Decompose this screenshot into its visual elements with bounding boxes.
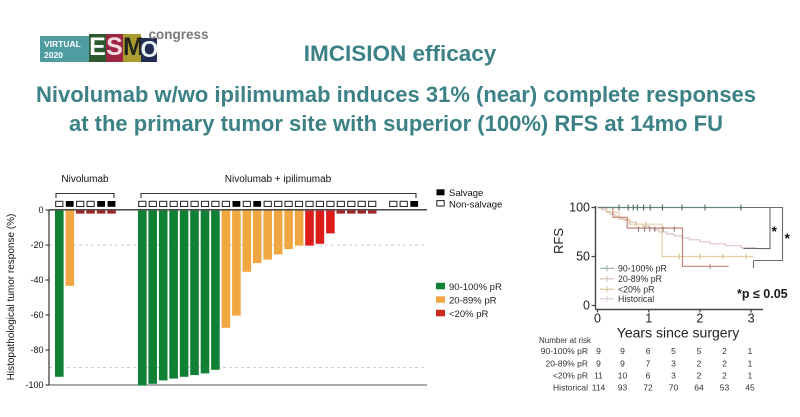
svg-text:5: 5 <box>671 346 676 356</box>
svg-text:RFS: RFS <box>551 228 566 254</box>
svg-text:2: 2 <box>696 312 703 326</box>
svg-text:50: 50 <box>576 250 590 264</box>
svg-text:9: 9 <box>620 346 625 356</box>
svg-text:Histopathological tumor respon: Histopathological tumor response (%) <box>6 214 17 381</box>
svg-text:20-89% pR: 20-89% pR <box>618 274 662 284</box>
svg-text:2: 2 <box>722 346 727 356</box>
svg-text:114: 114 <box>592 383 606 393</box>
svg-text:9: 9 <box>596 346 601 356</box>
svg-text:Salvage: Salvage <box>449 188 483 199</box>
svg-text:Historical: Historical <box>553 383 588 393</box>
svg-text:6: 6 <box>646 371 651 381</box>
svg-text:<20% pR: <20% pR <box>553 371 588 381</box>
svg-text:2: 2 <box>697 371 702 381</box>
svg-text:*: * <box>772 223 778 239</box>
svg-text:64: 64 <box>694 383 704 393</box>
svg-text:-80: -80 <box>30 345 43 355</box>
svg-text:72: 72 <box>643 383 653 393</box>
svg-text:Nivolumab + ipilimumab: Nivolumab + ipilimumab <box>225 174 332 185</box>
svg-text:Number at risk: Number at risk <box>539 336 592 345</box>
svg-text:3: 3 <box>671 371 676 381</box>
svg-text:5: 5 <box>697 346 702 356</box>
svg-text:10: 10 <box>618 371 628 381</box>
svg-text:0: 0 <box>38 205 43 215</box>
svg-text:Nivolumab: Nivolumab <box>61 174 109 185</box>
svg-text:7: 7 <box>646 359 651 369</box>
svg-text:6: 6 <box>646 346 651 356</box>
svg-text:-60: -60 <box>30 310 43 320</box>
svg-text:<20% pR: <20% pR <box>618 285 654 295</box>
svg-text:-20: -20 <box>30 240 43 250</box>
svg-text:20-89% pR: 20-89% pR <box>545 359 588 369</box>
svg-text:1: 1 <box>748 346 753 356</box>
svg-text:90-100% pR: 90-100% pR <box>541 346 588 356</box>
svg-text:90-100% pR: 90-100% pR <box>449 282 502 293</box>
svg-text:*p ≤ 0.05: *p ≤ 0.05 <box>737 287 788 301</box>
svg-text:9: 9 <box>596 359 601 369</box>
svg-text:*: * <box>785 230 791 246</box>
svg-text:2: 2 <box>722 371 727 381</box>
svg-text:-40: -40 <box>30 275 43 285</box>
svg-text:3: 3 <box>671 359 676 369</box>
svg-text:1: 1 <box>748 371 753 381</box>
svg-text:1: 1 <box>748 359 753 369</box>
svg-text:93: 93 <box>618 383 628 393</box>
svg-text:20-89% pR: 20-89% pR <box>449 295 497 306</box>
svg-text:-100: -100 <box>25 380 43 390</box>
svg-text:<20% pR: <20% pR <box>449 309 488 320</box>
svg-text:2: 2 <box>722 359 727 369</box>
svg-text:Years since surgery: Years since surgery <box>617 325 739 341</box>
svg-text:Historical: Historical <box>618 294 654 304</box>
svg-text:53: 53 <box>720 383 730 393</box>
svg-text:0: 0 <box>594 312 601 326</box>
svg-text:0: 0 <box>583 299 590 313</box>
svg-text:70: 70 <box>669 383 679 393</box>
svg-text:45: 45 <box>745 383 755 393</box>
svg-text:90-100% pR: 90-100% pR <box>618 264 667 274</box>
svg-text:3: 3 <box>748 312 755 326</box>
svg-text:100: 100 <box>569 201 590 215</box>
svg-text:9: 9 <box>620 359 625 369</box>
svg-text:11: 11 <box>594 371 603 381</box>
svg-text:1: 1 <box>645 312 652 326</box>
svg-text:Non-salvage: Non-salvage <box>449 199 502 210</box>
svg-text:2: 2 <box>697 359 702 369</box>
